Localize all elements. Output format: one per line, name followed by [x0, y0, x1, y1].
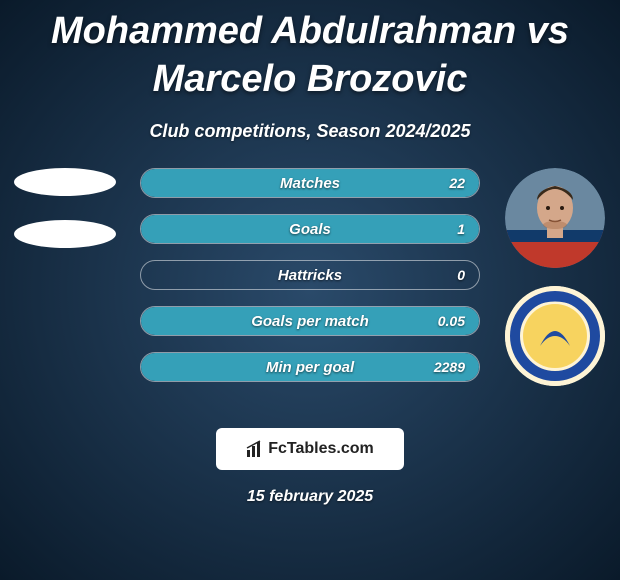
bars-icon — [246, 440, 264, 458]
stat-row: Matches 22 — [140, 168, 480, 198]
stat-label: Matches — [280, 175, 340, 192]
stat-value-right: 1 — [457, 221, 465, 237]
stat-label: Goals — [289, 221, 331, 238]
placeholder-icon — [14, 220, 116, 248]
player-photo — [505, 168, 605, 268]
stat-row: Goals 1 — [140, 214, 480, 244]
stat-value-right: 22 — [449, 175, 465, 191]
stat-row: Hattricks 0 — [140, 260, 480, 290]
footer: FcTables.com 15 february 2025 — [0, 428, 620, 506]
fctables-logo: FcTables.com — [216, 428, 404, 470]
club-badge-icon — [505, 286, 605, 386]
date-text: 15 february 2025 — [0, 488, 620, 506]
placeholder-icon — [14, 168, 116, 196]
stat-label: Hattricks — [278, 267, 342, 284]
stat-value-right: 0.05 — [438, 313, 465, 329]
stat-row: Goals per match 0.05 — [140, 306, 480, 336]
stat-label: Min per goal — [266, 359, 354, 376]
right-player-column — [500, 168, 610, 386]
stat-row: Min per goal 2289 — [140, 352, 480, 382]
stat-value-right: 2289 — [434, 359, 465, 375]
stat-value-right: 0 — [457, 267, 465, 283]
club-badge — [505, 286, 605, 386]
face-icon — [505, 168, 605, 268]
stat-label: Goals per match — [251, 313, 369, 330]
page-title: Mohammed Abdulrahman vs Marcelo Brozovic — [0, 0, 620, 103]
logo-text: FcTables.com — [268, 440, 374, 457]
left-player-column — [10, 168, 120, 272]
subtitle: Club competitions, Season 2024/2025 — [0, 121, 620, 142]
stat-rows: Matches 22 Goals 1 Hattricks 0 Goals per match… — [140, 168, 480, 398]
stats-area: Matches 22 Goals 1 Hattricks 0 Goals per match… — [0, 168, 620, 418]
